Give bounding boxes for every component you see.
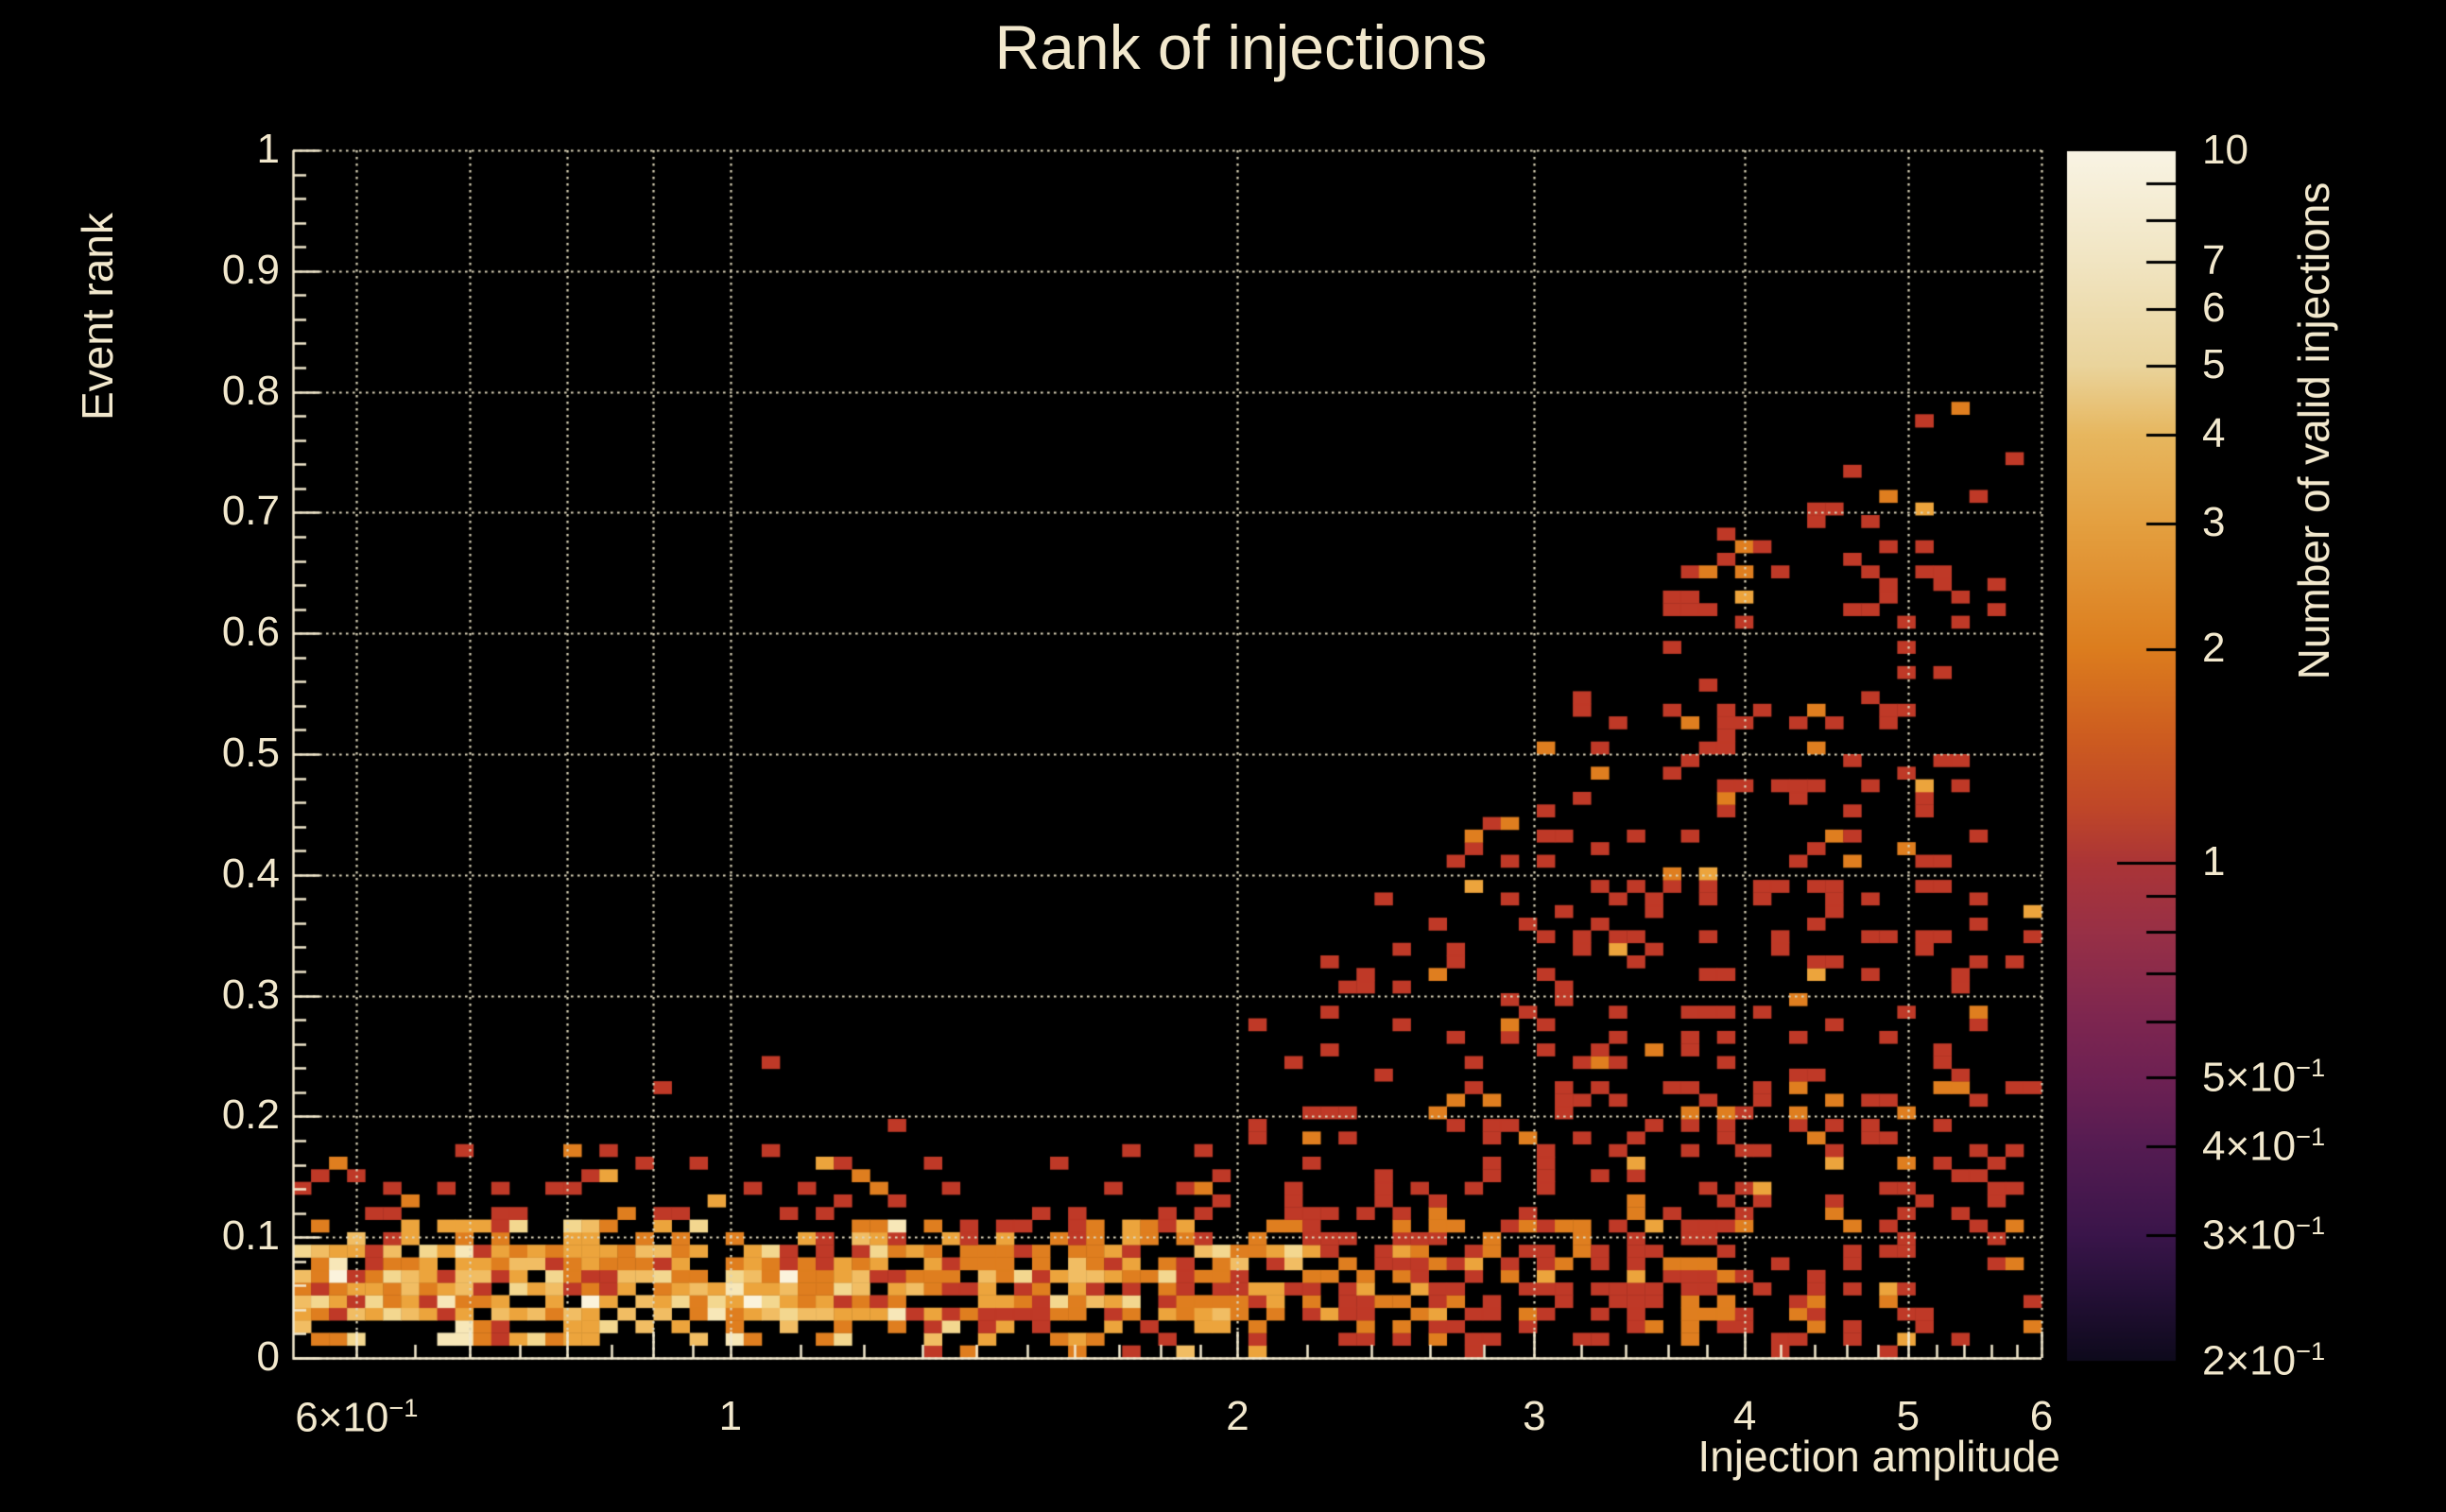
y-tick-label: 0.4 bbox=[221, 850, 280, 897]
colorbar-tick-label: 2×10−1 bbox=[2202, 1336, 2326, 1384]
colorbar-tick-label: 4×10−1 bbox=[2202, 1122, 2326, 1170]
x-tick-label: 5 bbox=[1896, 1393, 1921, 1439]
colorbar-tick-label: 5×10−1 bbox=[2202, 1053, 2326, 1101]
colorbar-tick-label: 2 bbox=[2202, 624, 2226, 671]
y-tick-label: 0.9 bbox=[221, 246, 280, 293]
y-tick-label: 0 bbox=[256, 1333, 280, 1380]
colorbar-tick-label: 3×10−1 bbox=[2202, 1211, 2326, 1259]
colorbar-tick-label: 5 bbox=[2202, 340, 2226, 387]
x-tick-label: 1 bbox=[718, 1393, 743, 1439]
y-tick-label: 0.6 bbox=[221, 609, 280, 656]
y-tick-label: 0.1 bbox=[221, 1212, 280, 1260]
chart-title: Rank of injections bbox=[994, 12, 1488, 82]
colorbar-tick-label: 7 bbox=[2202, 236, 2226, 284]
colorbar-tick-label: 10 bbox=[2202, 127, 2248, 173]
y-tick-label: 0.7 bbox=[221, 488, 280, 535]
colorbar-tick-label: 3 bbox=[2202, 498, 2226, 545]
colorbar-tick-label: 1 bbox=[2202, 838, 2226, 885]
x-tick-label: 2 bbox=[1226, 1393, 1249, 1439]
x-tick-label: 6×10−1 bbox=[295, 1393, 419, 1441]
colorbar-title: Number of valid injections bbox=[2289, 181, 2338, 680]
x-axis-title: Injection amplitude bbox=[1697, 1432, 2060, 1481]
y-tick-label: 0.8 bbox=[221, 367, 280, 414]
y-axis-title: Event rank bbox=[73, 213, 122, 421]
x-tick-label: 3 bbox=[1523, 1393, 1546, 1439]
colorbar-tick-label: 4 bbox=[2202, 409, 2226, 456]
y-tick-label: 0.5 bbox=[221, 730, 280, 776]
x-tick-label: 6 bbox=[2029, 1393, 2054, 1439]
x-tick-label: 4 bbox=[1732, 1393, 1757, 1439]
colorbar-tick-label: 6 bbox=[2202, 284, 2226, 332]
y-tick-label: 1 bbox=[256, 126, 280, 172]
y-tick-label: 0.2 bbox=[221, 1091, 280, 1139]
y-tick-label: 0.3 bbox=[221, 971, 280, 1018]
